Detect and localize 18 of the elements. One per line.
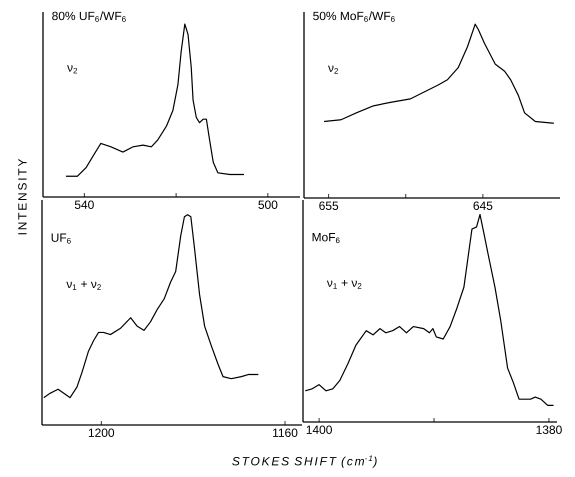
x-tick-label: 1400 (306, 426, 332, 434)
text: UF$_{6}$ (52, 234, 71, 244)
annotation: ν$_{2}$ (328, 66, 338, 74)
text: MoF$_{6}$ (312, 233, 340, 244)
chart-title: 80% UF$_{6}$/WF$_{6}$ (52, 11, 126, 22)
y-axis-title: INTENSITY (18, 158, 27, 234)
chart-title: 50% MoF$_{6}$/WF$_{6}$ (313, 11, 395, 22)
x-tick-label: 540 (74, 200, 94, 209)
x-tick-label: 1160 (273, 428, 298, 437)
annotation: ν$_{1}$ + ν$_{2}$ (66, 281, 101, 290)
annotation: ν$_{1}$ + ν$_{2}$ (326, 280, 362, 289)
x-tick-label: 1200 (88, 428, 114, 437)
x-tick-label: 645 (474, 202, 492, 210)
x-tick-label: 500 (258, 200, 278, 209)
x-tick-label: 1380 (536, 426, 562, 434)
annotation: ν$_{2}$ (67, 65, 78, 74)
x-tick-label: 655 (319, 202, 338, 210)
x-axis-title: STOKES SHIFT (cm$^{-1}$) (232, 456, 377, 468)
